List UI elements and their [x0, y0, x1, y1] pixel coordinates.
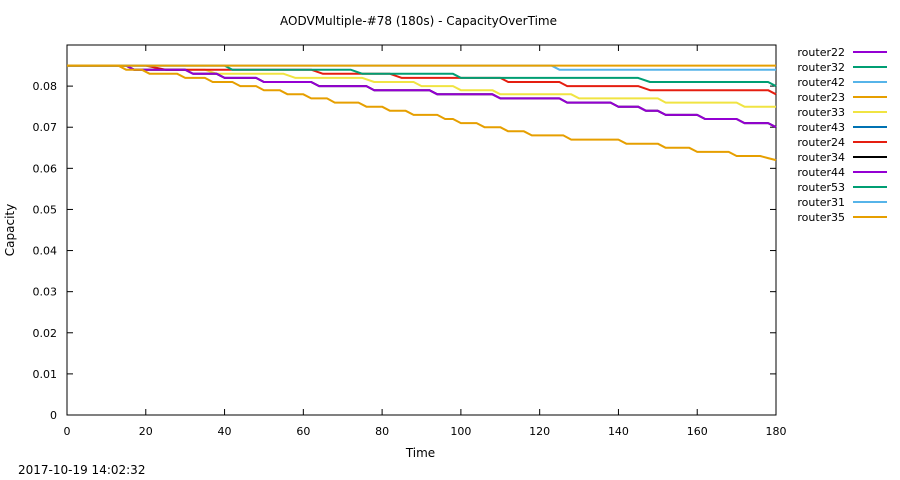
- x-tick-label: 180: [766, 425, 787, 438]
- legend-label-router33: router33: [797, 106, 845, 119]
- series-line-router34: [67, 64, 777, 129]
- legend-label-router43: router43: [797, 121, 845, 134]
- legend-label-router53: router53: [797, 181, 845, 194]
- plot-frame: [66, 44, 777, 416]
- y-tick-label: 0.04: [33, 245, 58, 258]
- legend-label-router35: router35: [797, 211, 845, 224]
- x-tick-label: 80: [375, 425, 389, 438]
- x-tick-label: 40: [218, 425, 232, 438]
- y-axis-label: Capacity: [3, 204, 17, 256]
- x-tick-label: 100: [450, 425, 471, 438]
- timestamp: 2017-10-19 14:02:32: [18, 463, 146, 477]
- x-axis-label: Time: [405, 446, 435, 460]
- legend-label-router23: router23: [797, 91, 845, 104]
- x-tick-label: 160: [687, 425, 708, 438]
- legend-label-router31: router31: [797, 196, 845, 209]
- legend-label-router44: router44: [797, 166, 845, 179]
- y-tick-label: 0.05: [33, 203, 58, 216]
- legend-label-router22: router22: [797, 46, 845, 59]
- x-tick-label: 0: [64, 425, 71, 438]
- y-tick-label: 0: [50, 409, 57, 422]
- series-line-router33: [67, 64, 776, 108]
- y-tick-label: 0.01: [33, 368, 58, 381]
- legend-label-router42: router42: [797, 76, 845, 89]
- legend-label-router32: router32: [797, 61, 845, 74]
- series-line-router35-lower: [67, 64, 777, 162]
- x-tick-label: 120: [529, 425, 550, 438]
- legend-label-router24: router24: [797, 136, 845, 149]
- y-tick-label: 0.07: [33, 121, 58, 134]
- series-line-router53: [67, 64, 777, 87]
- y-tick-label: 0.03: [33, 286, 58, 299]
- x-tick-label: 20: [139, 425, 153, 438]
- chart-title: AODVMultiple-#78 (180s) - CapacityOverTi…: [280, 14, 557, 28]
- y-tick-label: 0.06: [33, 162, 58, 175]
- legend-label-router34: router34: [797, 151, 845, 164]
- series-line-router44: [67, 64, 777, 129]
- y-tick-label: 0.02: [33, 327, 58, 340]
- x-tick-label: 60: [296, 425, 310, 438]
- x-tick-label: 140: [608, 425, 629, 438]
- y-tick-label: 0.08: [33, 80, 58, 93]
